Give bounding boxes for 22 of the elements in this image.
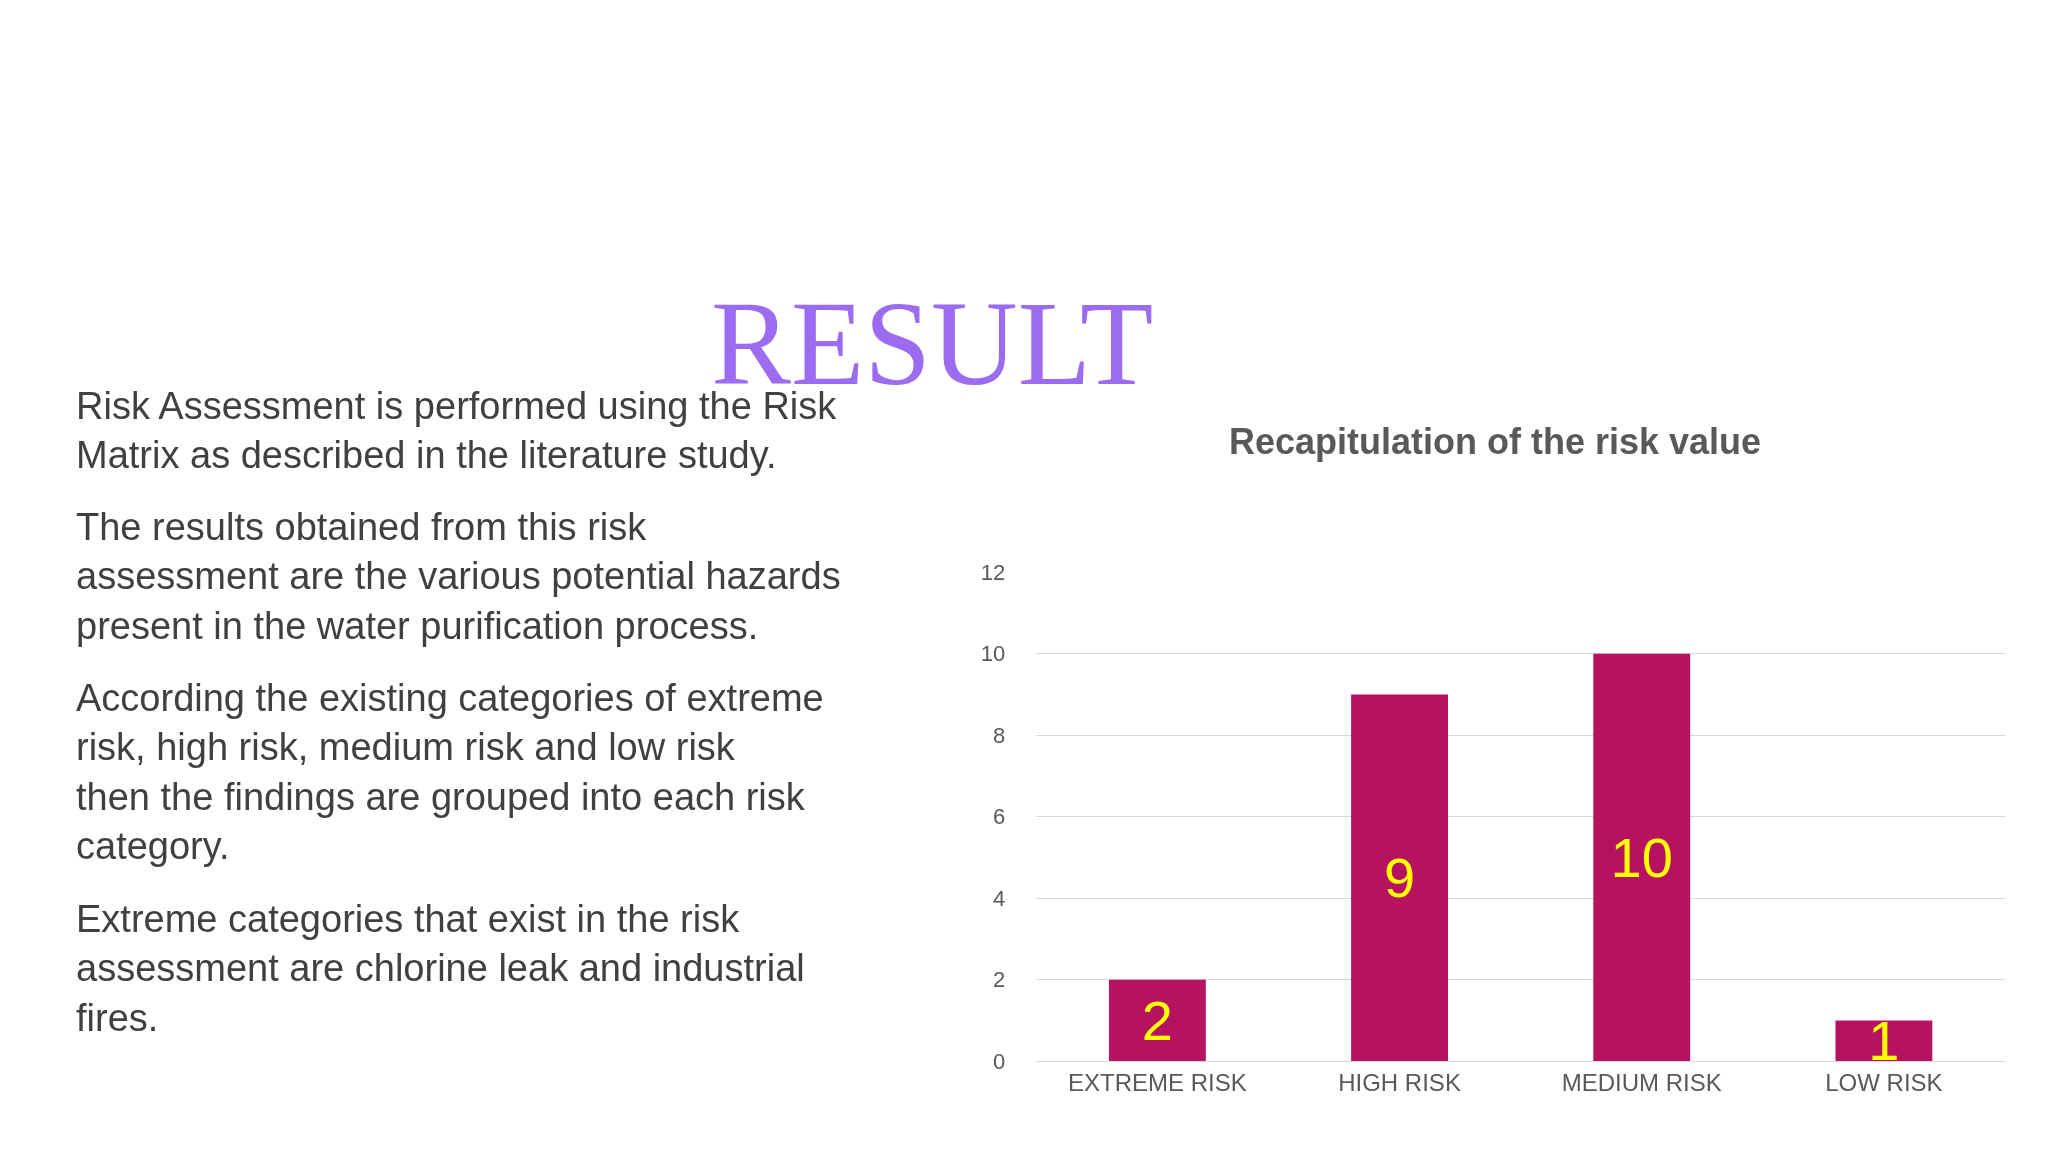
bar [1351,694,1448,1062]
data-label: 10 [1610,825,1673,889]
bar [1108,979,1206,1062]
bar [1835,1020,1933,1062]
y-tick-label: 8 [993,722,1006,748]
x-tick-label: HIGH RISK [1338,1069,1461,1097]
y-tick-label: 6 [993,804,1006,830]
data-label: 9 [1383,846,1416,910]
chart-title: Recapitulation of the risk value [1228,420,1762,462]
bar [1593,653,1691,1062]
x-tick-label: EXTREME RISK [1068,1069,1247,1097]
text: According the existing categories of extreme risk, high risk, medium risk and low risk then the findings are grouped into each risk category. [76,677,824,868]
data-label: 2 [1141,988,1173,1052]
y-tick-label: 10 [980,641,1006,667]
text: The results obtained from this risk assessment are the various potential hazards present in the water purification process. [76,506,841,647]
text: Extreme categories that exist in the risk assessment are chlorine leak and industrial fires. [76,898,805,1039]
x-tick-label: MEDIUM RISK [1561,1069,1722,1097]
text: Risk Assessment is performed using the Risk Matrix as described in the literature study. [76,385,838,477]
y-tick-label: 2 [993,967,1006,993]
y-tick-label: 4 [993,885,1006,911]
y-tick-label: 0 [993,1048,1006,1074]
y-tick-label: 12 [980,559,1006,585]
